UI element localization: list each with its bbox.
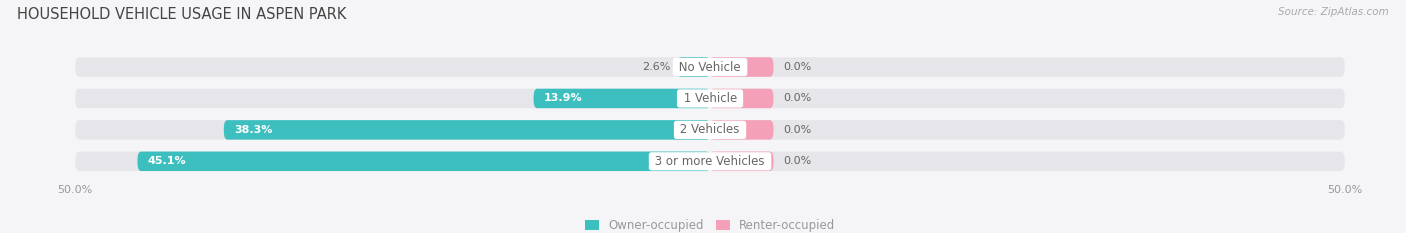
Text: 2 Vehicles: 2 Vehicles xyxy=(676,123,744,136)
Text: 13.9%: 13.9% xyxy=(544,93,582,103)
FancyBboxPatch shape xyxy=(533,89,710,108)
Legend: Owner-occupied, Renter-occupied: Owner-occupied, Renter-occupied xyxy=(579,214,841,233)
Text: 0.0%: 0.0% xyxy=(783,62,811,72)
FancyBboxPatch shape xyxy=(710,57,773,77)
FancyBboxPatch shape xyxy=(224,120,710,140)
Text: 1 Vehicle: 1 Vehicle xyxy=(679,92,741,105)
Text: 3 or more Vehicles: 3 or more Vehicles xyxy=(651,155,769,168)
Text: HOUSEHOLD VEHICLE USAGE IN ASPEN PARK: HOUSEHOLD VEHICLE USAGE IN ASPEN PARK xyxy=(17,7,346,22)
FancyBboxPatch shape xyxy=(76,89,1344,108)
Text: No Vehicle: No Vehicle xyxy=(675,61,745,74)
Text: 38.3%: 38.3% xyxy=(233,125,273,135)
FancyBboxPatch shape xyxy=(76,120,1344,140)
FancyBboxPatch shape xyxy=(678,57,710,77)
Text: 0.0%: 0.0% xyxy=(783,156,811,166)
Text: Source: ZipAtlas.com: Source: ZipAtlas.com xyxy=(1278,7,1389,17)
Text: 2.6%: 2.6% xyxy=(643,62,671,72)
Text: 0.0%: 0.0% xyxy=(783,125,811,135)
FancyBboxPatch shape xyxy=(710,120,773,140)
FancyBboxPatch shape xyxy=(710,152,773,171)
FancyBboxPatch shape xyxy=(76,152,1344,171)
FancyBboxPatch shape xyxy=(76,57,1344,77)
Text: 0.0%: 0.0% xyxy=(783,93,811,103)
Text: 45.1%: 45.1% xyxy=(148,156,186,166)
FancyBboxPatch shape xyxy=(710,89,773,108)
FancyBboxPatch shape xyxy=(138,152,710,171)
